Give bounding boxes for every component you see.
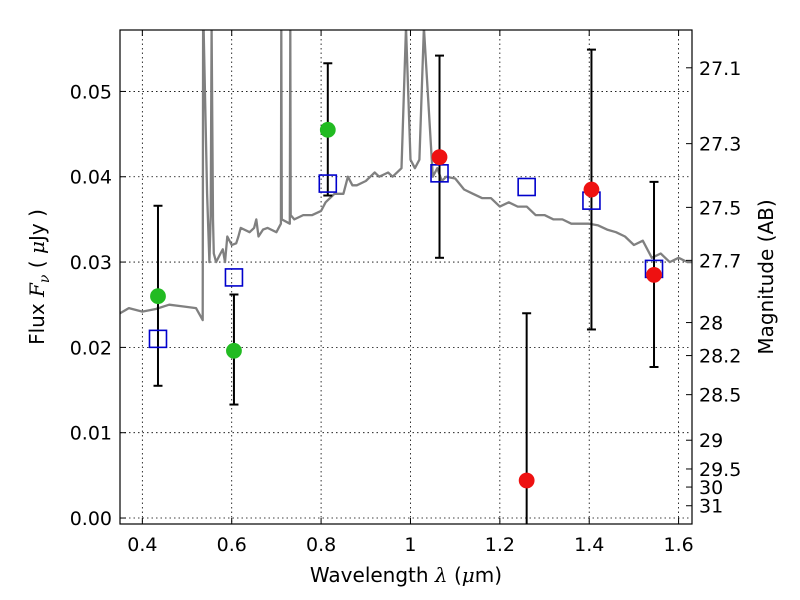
model-photometry-square (148, 329, 168, 349)
x-tick-label: 1.6 (663, 534, 693, 556)
y-tick-label: 0.01 (70, 423, 112, 445)
model-photometry-square (318, 174, 338, 193)
y2-tick-label: 27.7 (699, 250, 741, 272)
x-tick-label: 1.4 (574, 534, 604, 556)
y-axis-label: Flux Fν ( μJy ) (25, 209, 53, 345)
x-tick-label: 1.2 (485, 534, 515, 556)
model-photometry-square (224, 268, 244, 287)
observed-point (226, 342, 242, 359)
y-tick-label: 0.03 (70, 252, 112, 274)
x-tick-label: 0.4 (127, 534, 157, 556)
axis-ticks (120, 30, 692, 524)
model-spectrum-line (120, 30, 692, 322)
observed-point (150, 288, 166, 305)
x-tick-label: 0.8 (306, 534, 336, 556)
y-tick-label: 0.02 (70, 337, 112, 359)
observed-point (518, 472, 535, 489)
y-tick-labels: 0.00 0.01 0.02 0.03 0.04 0.05 (70, 81, 112, 530)
x-tick-label: 0.6 (217, 534, 247, 556)
y2-axis-label: Magnitude (AB) (754, 199, 778, 354)
y2-tick-label: 28 (699, 313, 723, 335)
model-photometry-squares (148, 164, 664, 349)
y2-tick-label: 27.1 (699, 58, 741, 80)
x-tick-labels: 0.4 0.6 0.8 1 1.2 1.4 1.6 (127, 534, 693, 556)
observed-point (583, 181, 600, 198)
observed-point (319, 121, 336, 138)
y-tick-label: 0.04 (70, 167, 112, 189)
x-tick-label: 1 (404, 534, 416, 556)
y2-tick-label: 27.5 (699, 197, 741, 219)
y2-tick-label: 29 (699, 430, 723, 452)
y2-tick-label: 28.5 (699, 385, 741, 407)
y2-tick-label: 27.3 (699, 134, 741, 156)
x-axis-label: Wavelength λ (μm) (310, 563, 502, 587)
y2-tick-label: 30 (699, 477, 723, 499)
plot-frame (119, 29, 693, 525)
y2-tick-label: 31 (699, 496, 723, 518)
plot-background (120, 30, 692, 524)
y2-tick-label: 28.2 (699, 346, 741, 368)
y-tick-label: 0.05 (70, 81, 112, 103)
observed-point (431, 149, 448, 166)
y-tick-label: 0.00 (70, 508, 112, 530)
model-photometry-square (517, 177, 536, 197)
observed-point (646, 266, 662, 283)
observed-photometry-circles (150, 121, 662, 489)
y2-tick-label: 29.5 (699, 459, 741, 481)
